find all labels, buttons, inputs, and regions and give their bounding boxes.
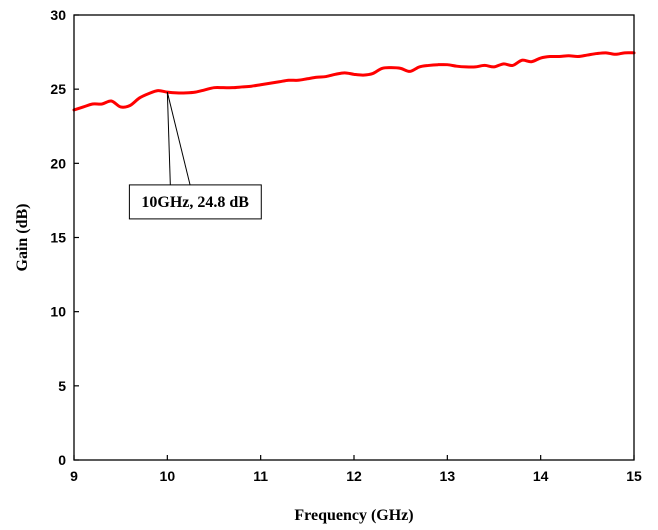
y-tick-label: 5 <box>58 378 66 394</box>
x-tick-label: 12 <box>346 468 362 484</box>
y-tick-label: 20 <box>50 155 66 171</box>
series-layer <box>74 53 634 110</box>
x-tick-label: 11 <box>253 468 268 484</box>
x-tick-label: 10 <box>160 468 176 484</box>
y-tick-label: 0 <box>58 452 66 468</box>
x-axis-title: Frequency (GHz) <box>294 507 413 524</box>
x-tick-label: 14 <box>533 468 549 484</box>
annotation-leader-right <box>167 92 190 185</box>
annotation-label: 10GHz, 24.8 dB <box>141 194 249 211</box>
x-tick-label: 9 <box>70 468 78 484</box>
y-tick-label: 25 <box>50 81 66 97</box>
plot-frame <box>74 15 634 460</box>
annotation-leader-left <box>167 92 170 185</box>
axes-layer: 9 10 11 12 13 14 15 0 5 10 15 20 25 30 <box>50 7 642 484</box>
gain-series-line <box>74 53 634 110</box>
y-tick-label: 30 <box>50 7 66 23</box>
y-axis-title: Gain (dB) <box>14 203 31 271</box>
y-tick-label: 15 <box>50 230 66 246</box>
y-tick-label: 10 <box>50 304 66 320</box>
x-tick-label: 13 <box>440 468 456 484</box>
annotation-layer: 10GHz, 24.8 dB <box>129 92 261 219</box>
x-tick-label: 15 <box>626 468 642 484</box>
